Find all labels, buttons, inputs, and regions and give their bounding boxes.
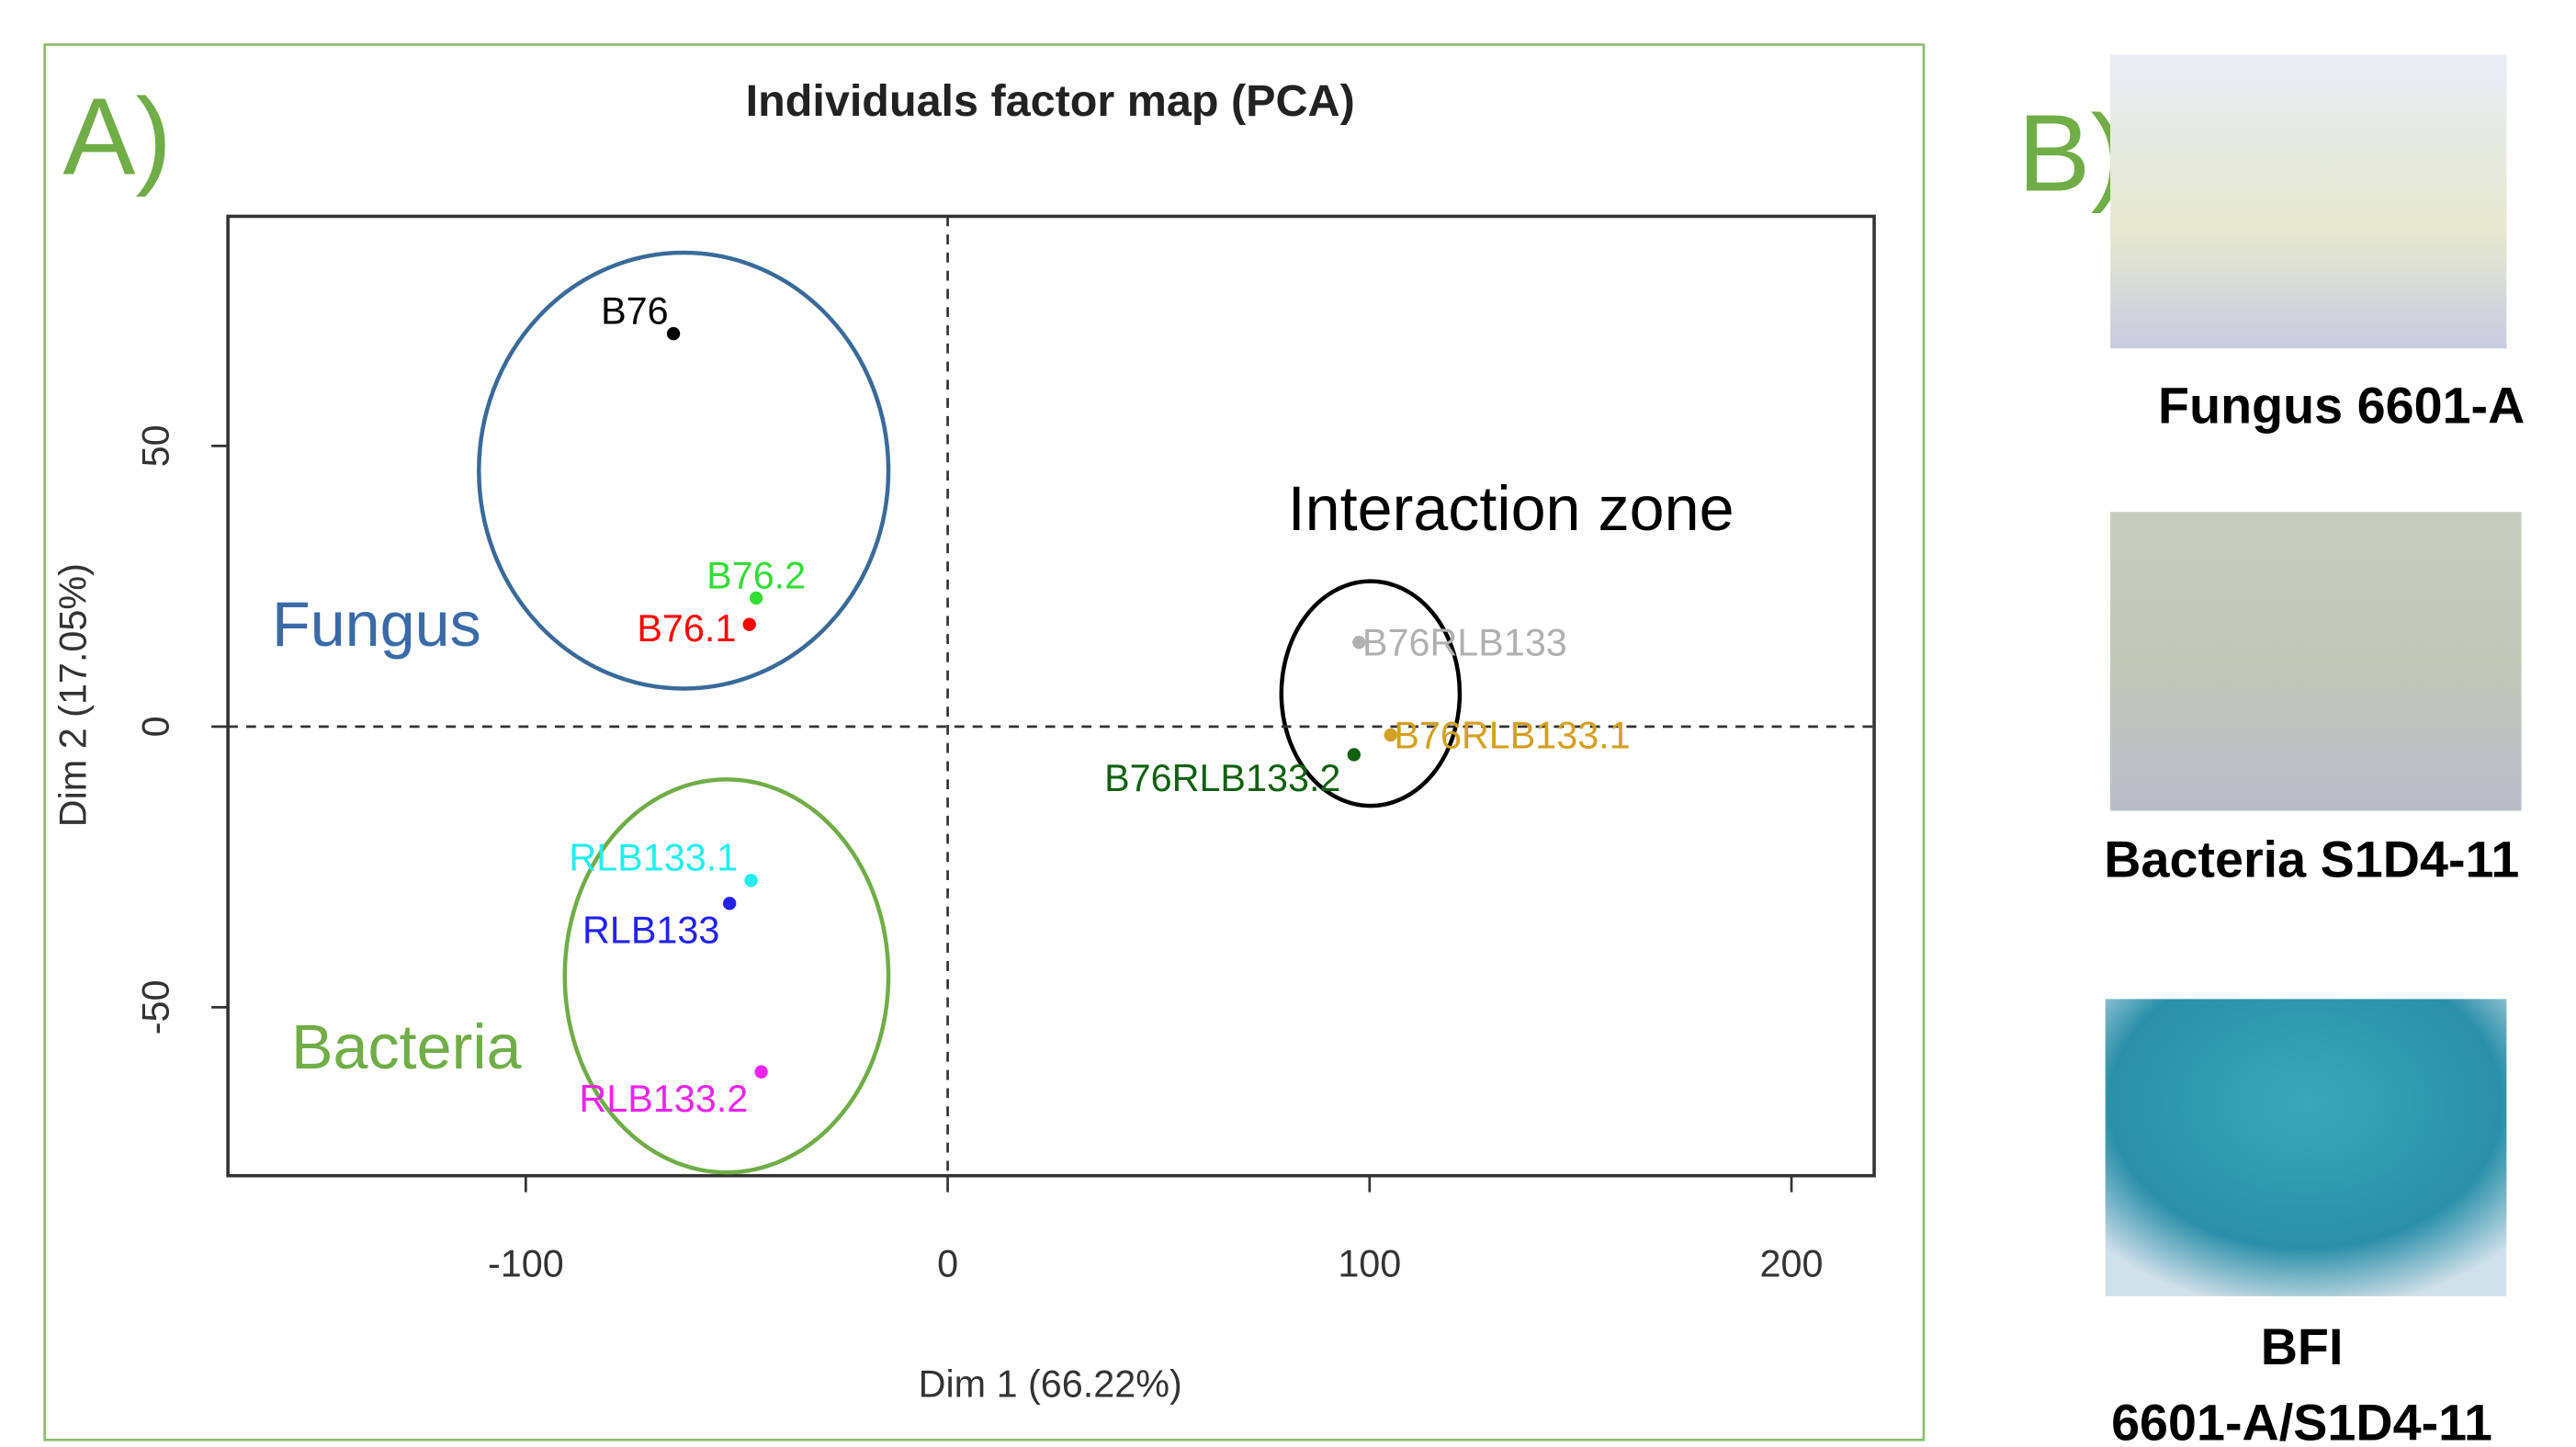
caption: 6601-A/S1D4-11 bbox=[2111, 1395, 2492, 1447]
point bbox=[723, 897, 736, 910]
point bbox=[667, 327, 680, 340]
photo-fungus bbox=[2110, 54, 2506, 348]
point-label: B76.1 bbox=[637, 607, 736, 650]
annotation: Bacteria bbox=[291, 1012, 522, 1082]
panel-frame bbox=[45, 45, 1924, 1441]
point bbox=[1348, 748, 1361, 761]
point bbox=[744, 874, 757, 887]
photo-bfi bbox=[2106, 999, 2507, 1296]
panel-label: A) bbox=[62, 76, 172, 198]
point-label: B76RLB133 bbox=[1362, 622, 1567, 664]
annotation: Fungus bbox=[272, 590, 481, 660]
point-label: RLB133.1 bbox=[569, 837, 738, 879]
x-tick-label: -100 bbox=[488, 1242, 564, 1284]
annotation: Interaction zone bbox=[1288, 474, 1734, 544]
point-label: RLB133 bbox=[582, 910, 719, 952]
point-label: B76.2 bbox=[706, 554, 806, 596]
point bbox=[743, 617, 756, 630]
caption: BFI bbox=[2261, 1318, 2344, 1375]
chart-title: Individuals factor map (PCA) bbox=[746, 76, 1355, 126]
y-tick-label: 50 bbox=[135, 424, 177, 467]
caption: Fungus 6601-A bbox=[2158, 377, 2525, 434]
photo-bacteria bbox=[2110, 512, 2522, 810]
y-tick-label: -50 bbox=[135, 980, 177, 1035]
x-tick-label: 200 bbox=[1760, 1242, 1824, 1284]
point-label: RLB133.2 bbox=[579, 1078, 748, 1120]
y-axis-label: Dim 2 (17.05%) bbox=[52, 563, 95, 827]
y-tick-label: 0 bbox=[135, 716, 177, 737]
point-label: B76RLB133.1 bbox=[1394, 715, 1630, 757]
figure: A) Individuals factor map (PCA) Dim 1 (6… bbox=[0, 0, 2576, 1447]
caption: Bacteria S1D4-11 bbox=[2104, 831, 2519, 888]
point-label: B76RLB133.2 bbox=[1104, 757, 1340, 799]
x-axis-label: Dim 1 (66.22%) bbox=[919, 1363, 1182, 1406]
point bbox=[754, 1065, 767, 1078]
x-tick-label: 0 bbox=[937, 1242, 958, 1284]
point-label: B76 bbox=[601, 290, 669, 333]
x-tick-label: 100 bbox=[1338, 1242, 1401, 1284]
